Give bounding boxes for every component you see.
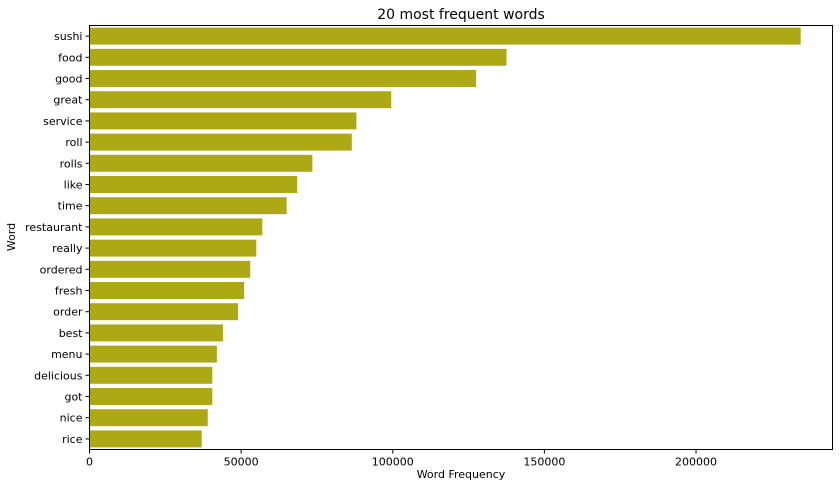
y-tick-label: good bbox=[55, 73, 82, 86]
bar-great bbox=[89, 91, 392, 109]
bar-fresh bbox=[89, 282, 245, 299]
y-tick-label: time bbox=[58, 200, 83, 213]
bar-good bbox=[89, 70, 477, 87]
x-tick-label: 100000 bbox=[372, 456, 414, 469]
y-tick-label: order bbox=[53, 306, 83, 319]
bar-like bbox=[89, 176, 298, 193]
y-tick-label: best bbox=[59, 327, 83, 340]
bar-sushi bbox=[89, 27, 801, 45]
x-tick-label: 50000 bbox=[224, 456, 259, 469]
bar-restaurant bbox=[89, 218, 263, 236]
y-tick-label: restaurant bbox=[25, 221, 83, 234]
y-tick-label: rice bbox=[62, 433, 83, 446]
y-tick-label: nice bbox=[60, 412, 83, 425]
bar-rice bbox=[89, 430, 202, 448]
chart-title: 20 most frequent words bbox=[377, 7, 545, 23]
y-tick-label: like bbox=[64, 179, 83, 192]
bars-group bbox=[89, 27, 801, 448]
y-tick-label: got bbox=[64, 391, 83, 404]
bar-best bbox=[89, 324, 223, 342]
plot-frame bbox=[89, 25, 833, 450]
bar-got bbox=[89, 388, 213, 405]
bar-food bbox=[89, 48, 507, 66]
bar-delicious bbox=[89, 366, 213, 384]
x-tick-label: 0 bbox=[86, 456, 93, 469]
bar-nice bbox=[89, 409, 208, 427]
y-tick-label: sushi bbox=[54, 30, 82, 43]
x-tick-label: 150000 bbox=[523, 456, 565, 469]
bar-time bbox=[89, 197, 287, 215]
x-tick-label: 200000 bbox=[675, 456, 717, 469]
y-tick-label: roll bbox=[65, 136, 82, 149]
bar-really bbox=[89, 239, 257, 257]
y-tick-label: menu bbox=[51, 348, 82, 361]
bar-rolls bbox=[89, 154, 313, 172]
y-tick-label: fresh bbox=[55, 285, 83, 298]
x-axis-title: Word Frequency bbox=[417, 468, 506, 481]
bar-ordered bbox=[89, 260, 251, 278]
bar-menu bbox=[89, 345, 217, 363]
bar-service bbox=[89, 112, 357, 130]
y-axis-ticks: sushi food good great service roll rolls like ti… bbox=[25, 30, 90, 446]
y-tick-label: great bbox=[53, 94, 83, 107]
y-tick-label: ordered bbox=[40, 263, 83, 276]
y-tick-label: rolls bbox=[60, 157, 83, 170]
y-tick-label: service bbox=[43, 115, 83, 128]
y-tick-label: delicious bbox=[34, 369, 83, 382]
x-axis-ticks: 0 50000 100000 150000 200000 bbox=[86, 449, 717, 469]
y-tick-label: really bbox=[52, 242, 83, 255]
bar-order bbox=[89, 303, 239, 321]
y-axis-title: Word bbox=[5, 223, 18, 251]
y-tick-label: food bbox=[58, 51, 82, 64]
bar-roll bbox=[89, 133, 352, 151]
